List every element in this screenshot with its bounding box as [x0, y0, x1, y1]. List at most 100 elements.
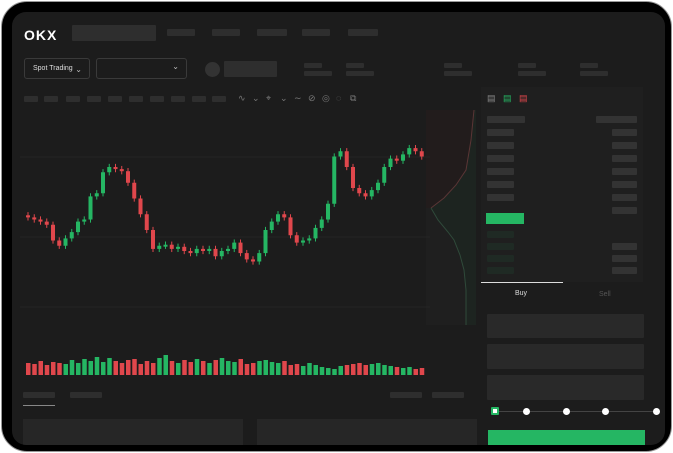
tab-buy[interactable]: Buy: [515, 290, 528, 297]
market-selector[interactable]: Spot Trading ⌄: [24, 58, 90, 79]
chart-tool-icon[interactable]: ⌄: [252, 93, 260, 103]
pair-selector[interactable]: ⌄: [96, 58, 187, 79]
candle-body: [251, 259, 255, 262]
volume-bar: [57, 363, 62, 375]
chevron-down-icon: ⌄: [172, 62, 179, 71]
chart-tool-icon[interactable]: ∿: [238, 93, 246, 103]
candle-body: [338, 151, 343, 157]
candle-body: [363, 193, 368, 197]
timeframe-button[interactable]: [108, 96, 122, 102]
asks-view-icon[interactable]: ▤: [519, 93, 528, 103]
volume-bar: [351, 364, 356, 375]
timeframe-button[interactable]: [171, 96, 185, 102]
nav-item[interactable]: [257, 29, 287, 36]
slider-step-25[interactable]: [523, 408, 530, 415]
ask-price: [487, 168, 514, 175]
candlestick-chart[interactable]: [20, 107, 430, 377]
chart-tool-icon[interactable]: ⊘: [308, 93, 316, 103]
candle-body: [288, 217, 293, 236]
amount-slider[interactable]: [491, 407, 660, 415]
tab-sell[interactable]: Sell: [599, 291, 611, 298]
candle-body: [126, 171, 130, 183]
volume-bar: [382, 365, 387, 375]
candle-body: [319, 219, 324, 228]
timeframe-button[interactable]: [44, 96, 58, 102]
bid-amount: [612, 243, 637, 250]
stat-value: [346, 71, 374, 76]
slider-step-100[interactable]: [653, 408, 660, 415]
candle-body: [394, 158, 399, 161]
slider-step-75[interactable]: [602, 408, 609, 415]
volume-bar: [282, 361, 287, 375]
orders-card: [257, 419, 477, 445]
chevron-down-icon: ⌄: [75, 65, 82, 74]
candle-body: [138, 198, 143, 215]
volume-bar: [251, 363, 256, 375]
search-bar[interactable]: [72, 25, 156, 41]
stat-value: [444, 71, 472, 76]
timeframe-button[interactable]: [129, 96, 143, 102]
candle-body: [269, 221, 274, 230]
nav-item[interactable]: [348, 29, 378, 36]
amount-input[interactable]: [487, 344, 644, 369]
volume-bar: [257, 361, 262, 375]
slider-handle[interactable]: [491, 407, 499, 415]
candle-body: [44, 221, 49, 225]
ask-price: [487, 142, 514, 149]
candle-body: [157, 245, 162, 249]
chart-tool-icon[interactable]: ⌄: [280, 93, 288, 103]
slider-step-50[interactable]: [563, 408, 570, 415]
ask-price: [487, 194, 514, 201]
bid-price: [487, 267, 514, 274]
stat-value: [580, 71, 608, 76]
nav-item[interactable]: [212, 29, 240, 36]
stat-label: [444, 63, 462, 68]
candle-body: [182, 246, 187, 251]
volume-bar: [26, 363, 31, 375]
volume-bar: [32, 364, 37, 375]
candle-body: [176, 246, 180, 249]
stat-value: [518, 71, 546, 76]
depth-chart: [426, 110, 476, 325]
buy-submit-button[interactable]: [488, 430, 645, 445]
filter-button[interactable]: [432, 392, 464, 398]
order-book: ▤ ▤ ▤: [481, 87, 643, 282]
total-input[interactable]: [487, 375, 644, 400]
chart-tool-icon[interactable]: ◎: [322, 93, 330, 103]
candle-body: [201, 248, 205, 251]
stat-label: [304, 63, 322, 68]
volume-bar: [63, 364, 68, 375]
filter-button[interactable]: [390, 392, 422, 398]
price-input[interactable]: [487, 314, 644, 338]
tab-history[interactable]: [70, 392, 102, 398]
candle-body: [169, 244, 174, 249]
chart-tool-icon[interactable]: ⌖: [266, 93, 272, 103]
volume-bar: [213, 360, 218, 375]
volume-bar: [401, 368, 406, 375]
chart-tool-icon[interactable]: ◌: [336, 93, 342, 103]
candle-body: [63, 238, 68, 246]
timeframe-button[interactable]: [212, 96, 226, 102]
volume-bar: [313, 365, 318, 375]
timeframe-button[interactable]: [66, 96, 80, 102]
orderbook-view-icon[interactable]: ▤: [487, 93, 496, 103]
candle-body: [301, 240, 305, 243]
volume-bar: [344, 365, 350, 375]
tab-open-orders[interactable]: [23, 392, 55, 398]
timeframe-button[interactable]: [24, 96, 38, 102]
candle-body: [194, 248, 199, 254]
okx-logo: OKX: [24, 27, 58, 43]
nav-item[interactable]: [302, 29, 330, 36]
nav-item[interactable]: [167, 29, 195, 36]
amount-header: [596, 116, 637, 123]
volume-bar: [113, 361, 118, 375]
timeframe-button[interactable]: [87, 96, 101, 102]
bids-view-icon[interactable]: ▤: [503, 93, 512, 103]
timeframe-button[interactable]: [192, 96, 206, 102]
timeframe-button[interactable]: [150, 96, 164, 102]
candle-body: [313, 227, 318, 239]
chart-tool-icon[interactable]: ⧉: [350, 93, 357, 103]
bid-price: [487, 255, 514, 262]
chart-tool-icon[interactable]: ∼: [294, 93, 302, 103]
candle-body: [357, 188, 362, 194]
